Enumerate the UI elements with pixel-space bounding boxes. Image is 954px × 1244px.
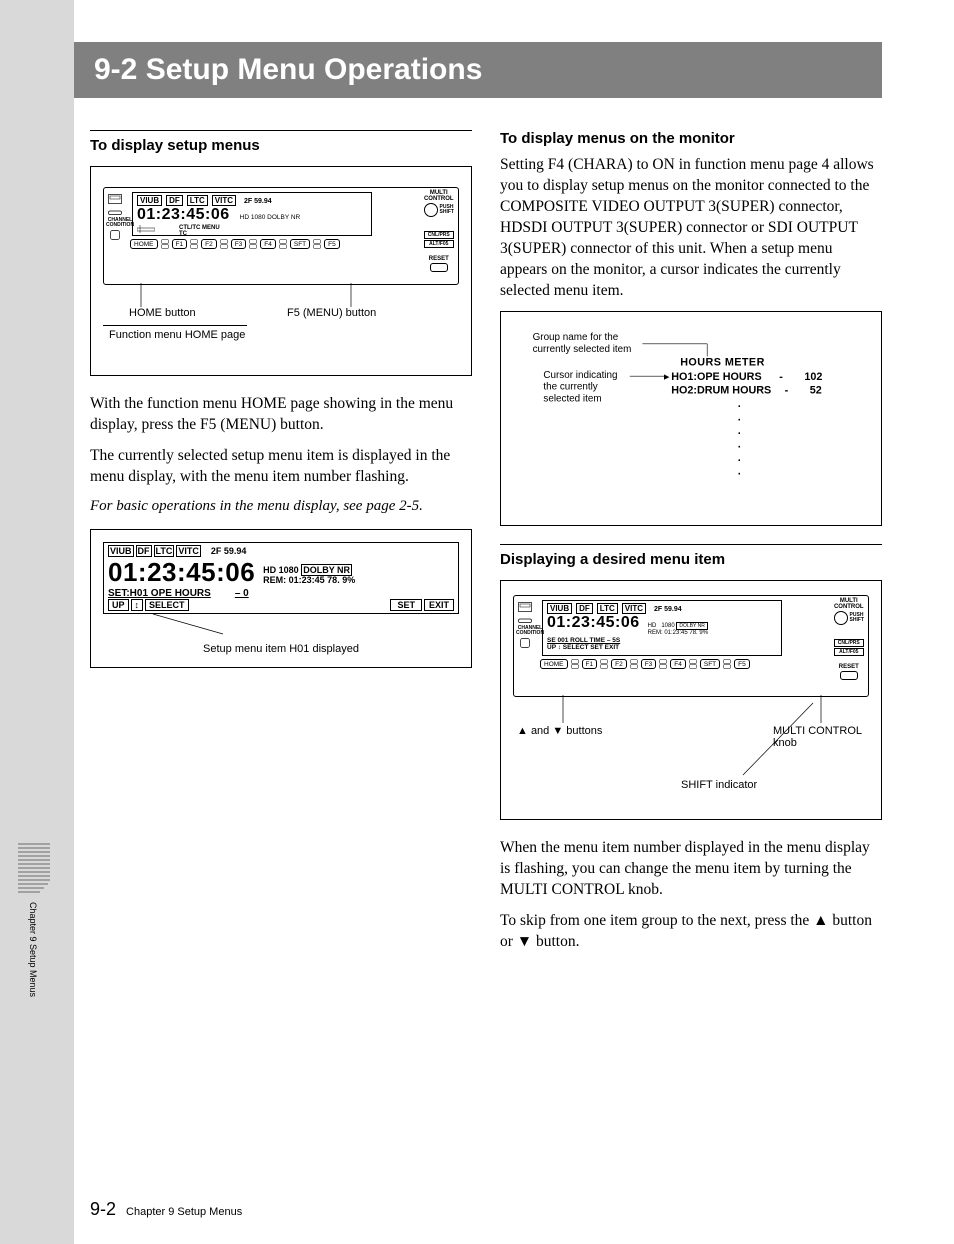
timecode-value-2: 01:23:45:06 [547,614,640,632]
title-bar: 9-2 Setup Menu Operations [74,42,882,98]
f3-button[interactable]: F3 [231,239,247,249]
callout-f5-button: F5 (MENU) button [287,307,376,319]
para-monitor-setup: Setting F4 (CHARA) to ON in function men… [500,155,882,301]
side-buttons: CNL/PRS ALT/F05 [834,639,864,656]
channel-condition-label: CHANNELCONDITION [106,218,134,228]
content-columns: To display setup menus CHANNELCONDITION … [90,130,882,963]
push-shift-label: PUSHSHIFT [440,205,454,215]
audio-bar-icon [137,225,155,233]
svg-text:52: 52 [810,385,822,397]
page-title: 9-2 Setup Menu Operations [94,53,482,87]
left-column: To display setup menus CHANNELCONDITION … [90,130,472,963]
device-panel: CHANNELCONDITION MULTICONTROL PUSHSHIFT … [103,187,459,285]
figure-monitor-display: Group name for the currently selected it… [500,311,882,526]
function-button-row-2: HOME F1 F2 F3 F4 SFT F5 [540,659,864,669]
channel-condition-label: CHANNELCONDITION [516,626,544,636]
multi-control-knob-icon[interactable] [834,611,848,625]
up-down-buttons-icon[interactable] [571,659,579,669]
svg-text:-: - [785,385,789,397]
callout-arrow-buttons: ▲ and ▼ buttons [517,725,602,737]
svg-text:.: . [738,425,741,437]
heading-monitor-menus: To display menus on the monitor [500,130,882,147]
callout-shift-indicator: SHIFT indicator [681,779,757,791]
side-buttons: CNL/PRS ALT/F05 [424,231,454,248]
multi-control-label: MULTICONTROL [424,190,454,202]
fig1-callout-lines [103,283,443,361]
callout-h01-displayed: Setup menu item H01 displayed [103,643,459,655]
para-skip-group: To skip from one item group to the next,… [500,911,882,953]
svg-text:HOURS METER: HOURS METER [680,357,765,369]
multi-control-knob-icon [424,203,438,217]
svg-text:currently selected item: currently selected item [533,344,632,355]
svg-text:.: . [738,439,741,451]
sidetab-text: Chapter 9 Setup Menus [28,902,38,997]
device-panel-2: CHANNELCONDITION MULTICONTROL PUSHSHIFT … [513,595,869,697]
svg-text:.: . [738,412,741,424]
home-button[interactable]: HOME [540,659,568,669]
left-gutter [0,0,74,1244]
heading-desired-item: Displaying a desired menu item [500,544,882,568]
para-turn-knob: When the menu item number displayed in t… [500,838,882,901]
right-column: To display menus on the monitor Setting … [500,130,882,963]
svg-text:Group name for the: Group name for the [533,333,619,344]
monitor-svg: Group name for the currently selected it… [513,324,869,504]
svg-text:HO1:OPE HOURS: HO1:OPE HOURS [671,371,761,383]
lcd-display: VIUBDFLTCVITC 2F 59.94 01:23:45:06 HD 10… [132,192,372,236]
figure-setup-item-lcd: VIUBDFLTCVITC 2F 59.94 01:23:45:06 HD 10… [90,529,472,668]
reset-label: RESET [424,256,454,262]
timecode-big: 01:23:45:06 [108,557,255,588]
para-press-f5: With the function menu HOME page showing… [90,394,472,436]
callout-function-page: Function menu HOME page [109,329,245,341]
svg-text:.: . [738,452,741,464]
up-down-buttons-icon[interactable] [161,239,169,249]
reset-button-icon [840,671,858,680]
f4-button[interactable]: F4 [260,239,276,249]
svg-text:selected item: selected item [543,394,601,405]
italic-crossref: For basic operations in the menu display… [90,498,472,515]
svg-text:-: - [779,371,783,383]
para-flashing: The currently selected setup menu item i… [90,446,472,488]
reset-label: RESET [834,664,864,670]
multi-control-cluster: MULTICONTROL PUSHSHIFT CNL/PRS ALT/F05 R… [834,598,864,680]
cassette-icon [108,194,122,204]
condition-led-icon [110,230,120,240]
figure-home-page-panel: CHANNELCONDITION MULTICONTROL PUSHSHIFT … [90,166,472,376]
page-number: 9-2 [90,1199,116,1220]
heading-display-setup-menus: To display setup menus [90,130,472,154]
callout-home-button: HOME button [129,307,196,319]
lcd-display-2: VIUBDFLTCVITC 2F 59.94 01:23:45:06 HD 10… [542,600,782,656]
svg-text:HO2:DRUM HOURS: HO2:DRUM HOURS [671,385,771,397]
svg-text:.: . [738,398,741,410]
multi-control-label: MULTICONTROL [834,598,864,610]
timecode-value: 01:23:45:06 [137,206,230,224]
eject-icon [518,615,532,623]
function-button-row: HOME F1 F2 F3 F4 SFT F5 [130,239,454,249]
svg-text:Cursor indicating: Cursor indicating [543,370,617,381]
f5-button[interactable]: F5 [324,239,340,249]
f2-button[interactable]: F2 [201,239,217,249]
footer-chapter: Chapter 9 Setup Menus [126,1206,242,1218]
eject-icon [108,207,122,215]
f1-button[interactable]: F1 [172,239,188,249]
reset-button-icon [430,263,448,272]
condition-led-icon [520,638,530,648]
cassette-icon [518,602,532,612]
svg-text:.: . [738,466,741,478]
sidetab-hatch-icon [18,840,50,896]
sft-button[interactable]: SFT [290,239,310,249]
home-button[interactable]: HOME [130,239,158,249]
fig3-callout-line [103,614,459,640]
svg-text:the currently: the currently [543,382,597,393]
lcd-enlarged: VIUBDFLTCVITC 2F 59.94 01:23:45:06 HD 10… [103,542,459,614]
figure-desired-item-panel: CHANNELCONDITION MULTICONTROL PUSHSHIFT … [500,580,882,820]
footer: 9-2 Chapter 9 Setup Menus [90,1199,242,1220]
callout-multi-knob: MULTI CONTROL knob [773,725,863,749]
svg-text:102: 102 [804,371,822,383]
push-shift-label: PUSHSHIFT [850,613,864,623]
multi-control-cluster: MULTICONTROL PUSHSHIFT CNL/PRS ALT/F05 R… [424,190,454,272]
